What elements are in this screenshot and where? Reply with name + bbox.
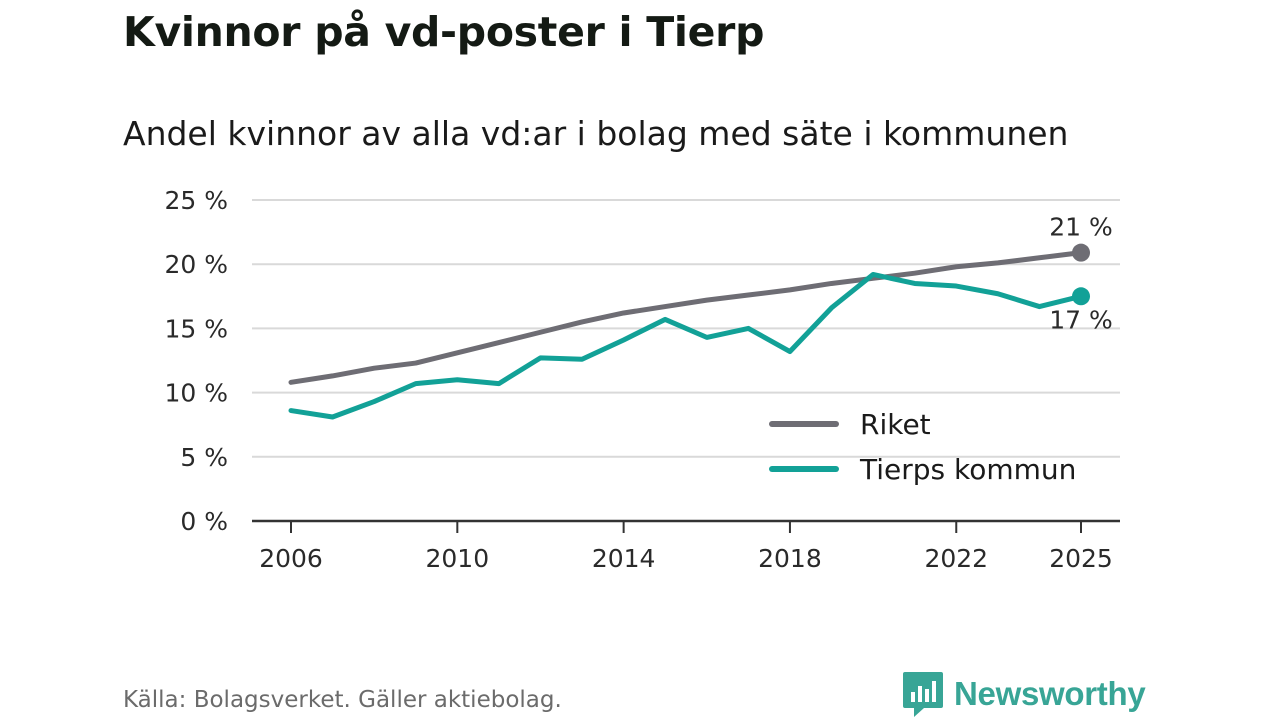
newsworthy-logo-icon bbox=[903, 672, 943, 717]
y-tick-label: 5 % bbox=[180, 443, 228, 472]
x-tick-label: 2010 bbox=[426, 544, 490, 573]
legend-label-riket: Riket bbox=[860, 408, 931, 441]
series-line-tierp bbox=[288, 271, 1084, 420]
x-tick-label: 2018 bbox=[758, 544, 822, 573]
y-tick-label: 10 % bbox=[164, 379, 228, 408]
end-label-tierp: 17 % bbox=[1049, 305, 1113, 334]
end-label-riket: 21 % bbox=[1049, 213, 1113, 242]
x-tick-label: 2006 bbox=[259, 544, 323, 573]
source-note: Källa: Bolagsverket. Gäller aktiebolag. bbox=[123, 687, 562, 713]
brand-logo: Newsworthy bbox=[902, 670, 1146, 718]
legend-label-tierp: Tierps kommun bbox=[859, 453, 1076, 486]
y-tick-label: 25 % bbox=[164, 186, 228, 215]
y-tick-label: 15 % bbox=[164, 314, 228, 343]
end-point-tierp bbox=[1072, 287, 1090, 306]
y-tick-label: 0 % bbox=[180, 507, 228, 536]
y-tick-label: 20 % bbox=[164, 250, 228, 279]
x-tick-label: 2025 bbox=[1049, 544, 1113, 573]
chart-title: Kvinnor på vd-poster i Tierp bbox=[123, 8, 765, 56]
series-line-riket bbox=[288, 250, 1084, 385]
chart-subtitle: Andel kvinnor av alla vd:ar i bolag med … bbox=[123, 114, 1069, 153]
brand-name: Newsworthy bbox=[954, 675, 1146, 712]
x-tick-label: 2014 bbox=[592, 544, 656, 573]
x-tick-label: 2022 bbox=[924, 544, 988, 573]
end-point-riket bbox=[1072, 243, 1090, 262]
